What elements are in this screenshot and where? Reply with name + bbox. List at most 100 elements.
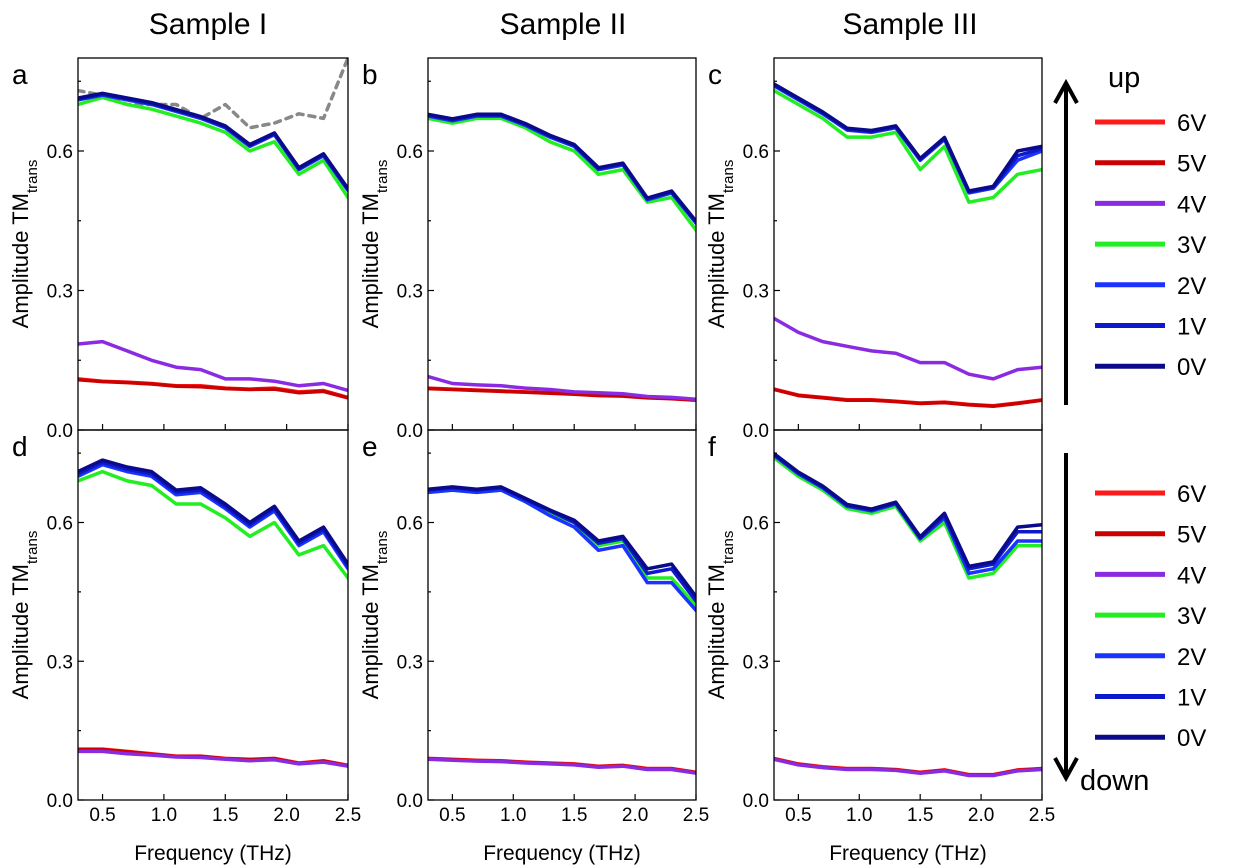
direction-label-down: down xyxy=(1080,765,1149,797)
y-tick-label: 0.6 xyxy=(47,142,73,163)
y-tick-label: 0.3 xyxy=(397,282,423,303)
series-line xyxy=(78,92,348,192)
y-axis-label-main: Amplitude TM xyxy=(8,193,33,328)
arrow-up xyxy=(1053,78,1079,405)
x-tick-label: 1.5 xyxy=(907,805,933,826)
y-axis-label-subscript: trans xyxy=(374,160,391,193)
x-tick-label: 1.5 xyxy=(212,805,238,826)
series-line xyxy=(428,114,696,225)
y-tick-label: 0.6 xyxy=(743,514,769,535)
series-line xyxy=(78,378,348,400)
y-axis-label: Amplitude TMtrans xyxy=(704,160,737,329)
series-line xyxy=(428,113,696,224)
legend-label: 2V xyxy=(1177,644,1206,671)
series-line xyxy=(78,458,348,566)
legend-label: 0V xyxy=(1177,725,1206,752)
y-tick-label: 0.0 xyxy=(397,791,423,812)
series-line xyxy=(774,451,1042,569)
series-line xyxy=(78,339,348,393)
y-axis-label: Amplitude TMtrans xyxy=(8,160,41,329)
panel-letter: d xyxy=(12,431,28,462)
y-tick-label: 0.3 xyxy=(743,652,769,673)
legend-label: 5V xyxy=(1177,522,1206,549)
direction-label-up: up xyxy=(1108,62,1140,94)
panel-b: 0.0 0.3 0.6 b Amplitude TMtrans xyxy=(358,57,697,442)
panel-letter: f xyxy=(708,431,716,462)
x-tick-label: 2.5 xyxy=(683,805,709,826)
series-line xyxy=(78,749,348,768)
panel-letter: a xyxy=(12,59,28,90)
y-tick-label: 0.0 xyxy=(743,791,769,812)
x-tick-label: 1.0 xyxy=(846,805,872,826)
plot-frame xyxy=(427,57,697,431)
y-tick-label: 0.6 xyxy=(397,514,423,535)
y-tick-label: 0.0 xyxy=(397,421,423,442)
column-title: Sample II xyxy=(500,8,627,41)
legend-legend_bottom: 6V 5V 4V 3V 2V 1V 0V xyxy=(1095,481,1206,752)
x-axis-label: Frequency (THz) xyxy=(483,842,641,865)
series-line xyxy=(428,374,696,402)
panel-a: 0.0 0.3 0.6 a Amplitude TMtrans xyxy=(8,57,349,442)
y-axis-label-main: Amplitude TM xyxy=(8,564,33,699)
series-line xyxy=(428,757,696,775)
y-axis-label-subscript: trans xyxy=(720,160,737,193)
y-tick-label: 0.3 xyxy=(743,282,769,303)
panel-e: 0.0 0.3 0.6 0.5 1.0 1.5 2.0 2.5 e Amplitude TMtra… xyxy=(358,429,709,865)
y-axis-label: Amplitude TMtrans xyxy=(358,531,391,700)
x-tick-label: 2.0 xyxy=(273,805,299,826)
y-tick-label: 0.0 xyxy=(743,421,769,442)
x-tick-label: 2.5 xyxy=(335,805,361,826)
legend-label: 5V xyxy=(1177,151,1206,178)
plot-frame xyxy=(773,429,1043,801)
legend-label: 6V xyxy=(1177,110,1206,137)
series-line xyxy=(78,91,348,191)
series-line xyxy=(774,82,1042,193)
y-axis-label-subscript: trans xyxy=(720,531,737,564)
series-line xyxy=(774,757,1042,778)
series-line xyxy=(774,387,1042,409)
x-tick-label: 0.5 xyxy=(439,805,465,826)
y-axis-label-subscript: trans xyxy=(24,160,41,193)
column-title: Sample III xyxy=(842,8,977,41)
series-line xyxy=(428,112,696,223)
x-axis-label: Frequency (THz) xyxy=(829,842,987,865)
x-tick-label: 0.5 xyxy=(89,805,115,826)
panel-f: 0.0 0.3 0.6 0.5 1.0 1.5 2.0 2.5 f Amplitude TMtra… xyxy=(704,429,1055,865)
series-line xyxy=(428,488,696,608)
legend-legend_top: 6V 5V 4V 3V 2V 1V 0V xyxy=(1095,110,1206,381)
y-axis-label-main: Amplitude TM xyxy=(358,564,383,699)
y-tick-label: 0.0 xyxy=(47,791,73,812)
y-axis-label: Amplitude TMtrans xyxy=(8,531,41,700)
x-tick-label: 1.5 xyxy=(561,805,587,826)
y-tick-label: 0.6 xyxy=(47,514,73,535)
series-line xyxy=(428,488,696,613)
x-tick-label: 1.0 xyxy=(151,805,177,826)
y-tick-label: 0.6 xyxy=(743,142,769,163)
legend-label: 3V xyxy=(1177,232,1206,259)
y-tick-label: 0.3 xyxy=(47,652,73,673)
legend-label: 2V xyxy=(1177,273,1206,300)
x-tick-label: 2.5 xyxy=(1029,805,1055,826)
series-line xyxy=(78,462,348,571)
y-tick-label: 0.0 xyxy=(47,421,73,442)
y-tick-label: 0.3 xyxy=(47,282,73,303)
x-tick-label: 2.0 xyxy=(968,805,994,826)
y-tick-label: 0.6 xyxy=(397,142,423,163)
series-line xyxy=(78,93,348,193)
legend-label: 4V xyxy=(1177,562,1206,589)
legend-label: 0V xyxy=(1177,354,1206,381)
series-line xyxy=(78,460,348,569)
y-axis-label-subscript: trans xyxy=(24,531,41,564)
legend-label: 3V xyxy=(1177,603,1206,630)
panel-letter: b xyxy=(362,59,378,90)
panel-d: 0.0 0.3 0.6 0.5 1.0 1.5 2.0 2.5 d Amplitude TMtra… xyxy=(8,429,361,865)
series-line xyxy=(78,58,348,130)
y-axis-label: Amplitude TMtrans xyxy=(358,160,391,329)
y-axis-label-main: Amplitude TM xyxy=(704,564,729,699)
x-axis-label: Frequency (THz) xyxy=(134,842,292,865)
panel-c: 0.0 0.3 0.6 c Amplitude TMtrans xyxy=(704,57,1043,442)
series-line xyxy=(78,469,348,580)
y-axis-label-main: Amplitude TM xyxy=(704,193,729,328)
column-title: Sample I xyxy=(149,8,267,41)
